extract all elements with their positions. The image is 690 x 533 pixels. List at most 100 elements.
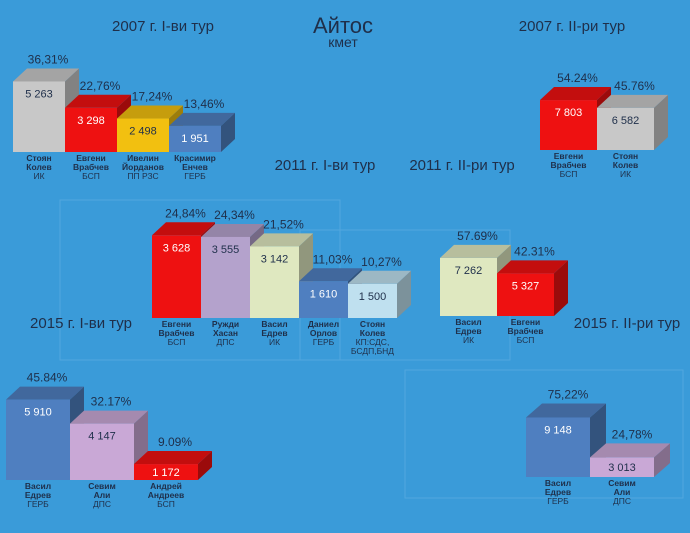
value-label: 7 262 bbox=[455, 265, 483, 277]
percent-label: 21,52% bbox=[263, 217, 304, 231]
percent-label: 24,84% bbox=[165, 206, 206, 220]
percent-label: 42.31% bbox=[514, 244, 555, 258]
value-label: 3 142 bbox=[261, 253, 289, 265]
bar: 1 951 13,46% Красимир Енчев ГЕРБ bbox=[169, 97, 235, 181]
bar-top bbox=[299, 268, 362, 282]
value-label: 1 951 bbox=[181, 133, 209, 145]
bar-side bbox=[198, 451, 212, 480]
bar-side bbox=[397, 270, 411, 318]
value-label: 5 263 bbox=[25, 88, 53, 100]
chart-2011-round2: 7 262 57.69% Васил Едрев ИК 5 327 42.31% Евгени… bbox=[440, 229, 568, 345]
candidate-label: Евгени Врабчев БСП bbox=[551, 151, 587, 179]
candidate-label: Васил Едрев ИК bbox=[455, 317, 481, 345]
value-label: 2 498 bbox=[129, 126, 157, 138]
bar-front bbox=[299, 281, 348, 318]
bar-front bbox=[250, 246, 299, 318]
bar-front bbox=[590, 457, 654, 477]
percent-label: 54.24% bbox=[557, 71, 598, 85]
bar-top bbox=[540, 87, 611, 101]
value-label: 1 172 bbox=[152, 467, 180, 479]
bar-front bbox=[526, 417, 590, 477]
candidate-label: Андрей Андреев БСП bbox=[148, 481, 185, 509]
value-label: 5 910 bbox=[24, 407, 52, 419]
bar-top bbox=[70, 410, 148, 424]
percent-label: 32.17% bbox=[91, 395, 132, 409]
figure-title: Айтос bbox=[313, 13, 373, 38]
percent-label: 9.09% bbox=[158, 435, 192, 449]
bar-front bbox=[117, 118, 169, 152]
percent-label: 24,78% bbox=[612, 427, 653, 441]
percent-label: 36,31% bbox=[28, 52, 69, 66]
candidate-label: Ивелин Йорданов ПП РЗС bbox=[122, 153, 164, 181]
candidate-label: Севим Али ДПС bbox=[88, 481, 116, 509]
percent-label: 45.84% bbox=[27, 371, 68, 385]
bar-top bbox=[152, 222, 215, 236]
bar: 1 500 10,27% Стоян Колев КП:СДС, БСДП,БНД bbox=[348, 255, 411, 356]
bar-front bbox=[348, 283, 397, 318]
chart-2007-round1: 5 263 36,31% Стоян Колев ИК 3 298 22,76% Евгени… bbox=[13, 52, 235, 181]
chart-title-2007-round1: 2007 г. I-ви тур bbox=[112, 18, 214, 35]
figure-subtitle: кмет bbox=[328, 34, 358, 50]
percent-label: 45.76% bbox=[614, 79, 655, 93]
value-label: 3 628 bbox=[163, 242, 191, 254]
percent-label: 10,27% bbox=[361, 255, 402, 269]
bar-top bbox=[169, 112, 235, 126]
candidate-label: Васил Едрев ИК bbox=[261, 319, 287, 347]
bar: 6 582 45.76% Стоян Колев ИК bbox=[597, 79, 668, 179]
bar-front bbox=[13, 81, 65, 152]
charts-group: 5 263 36,31% Стоян Колев ИК 3 298 22,76% Евгени… bbox=[6, 52, 670, 509]
bar-front bbox=[70, 423, 134, 480]
bar-front bbox=[497, 273, 554, 316]
candidate-label: Евгени Врабчев БСП bbox=[73, 153, 109, 181]
bar: 1 172 9.09% Андрей Андреев БСП bbox=[134, 435, 212, 509]
candidate-label: Евгени Врабчев БСП bbox=[159, 319, 195, 347]
bar: 5 910 45.84% Васил Едрев ГЕРБ bbox=[6, 371, 84, 509]
bar-top bbox=[134, 451, 212, 465]
bar-top bbox=[440, 244, 511, 258]
bar-side bbox=[654, 94, 668, 150]
value-label: 3 298 bbox=[77, 115, 105, 127]
chart-title-2015-round1: 2015 г. I-ви тур bbox=[30, 315, 132, 332]
value-label: 9 148 bbox=[544, 425, 572, 437]
bar-top bbox=[65, 94, 131, 108]
value-label: 7 803 bbox=[555, 107, 583, 119]
percent-label: 75,22% bbox=[548, 388, 589, 402]
bar-top bbox=[590, 443, 670, 458]
candidate-label: Стоян Колев ИК bbox=[613, 151, 638, 179]
chart-2015-round1: 5 910 45.84% Васил Едрев ГЕРБ 4 147 32.17% Севи… bbox=[6, 371, 212, 509]
value-label: 5 327 bbox=[512, 280, 540, 292]
bar-top bbox=[526, 403, 606, 418]
chart-title-2011-round1: 2011 г. I-ви тур bbox=[275, 157, 376, 174]
chart-title-2011-round2: 2011 г. II-ри тур bbox=[409, 157, 514, 174]
bar-front bbox=[540, 100, 597, 150]
candidate-label: Севим Али ДПС bbox=[608, 478, 636, 506]
value-label: 1 500 bbox=[359, 291, 387, 303]
candidate-label: Евгени Врабчев БСП bbox=[508, 317, 544, 345]
bar-front bbox=[201, 236, 250, 318]
candidate-label: Даниел Орлов ГЕРБ bbox=[308, 319, 339, 347]
percent-label: 57.69% bbox=[457, 229, 498, 243]
bar: 3 555 24,34% Ружди Хасан ДПС bbox=[201, 208, 264, 347]
bar-top bbox=[117, 105, 183, 119]
bar-side bbox=[554, 260, 568, 316]
bar: 7 803 54.24% Евгени Врабчев БСП bbox=[540, 71, 611, 179]
bar-side bbox=[221, 112, 235, 152]
bar-top bbox=[201, 223, 264, 237]
bar-top bbox=[250, 233, 313, 247]
bar: 1 610 11,03% Даниел Орлов ГЕРБ bbox=[299, 252, 362, 347]
bar-front bbox=[169, 125, 221, 152]
bar: 3 013 24,78% Севим Али ДПС bbox=[590, 427, 670, 506]
bar-top bbox=[13, 68, 79, 82]
bar-top bbox=[6, 386, 84, 400]
percent-label: 22,76% bbox=[80, 79, 121, 93]
candidate-label: Ружди Хасан ДПС bbox=[212, 319, 239, 347]
bar-front bbox=[6, 399, 70, 480]
value-label: 6 582 bbox=[612, 115, 640, 127]
candidate-label: Красимир Енчев ГЕРБ bbox=[174, 153, 216, 181]
percent-label: 11,03% bbox=[313, 252, 353, 266]
percent-label: 13,46% bbox=[184, 97, 225, 111]
percent-label: 24,34% bbox=[214, 208, 255, 222]
value-label: 4 147 bbox=[88, 431, 116, 443]
bar-top bbox=[597, 94, 668, 108]
